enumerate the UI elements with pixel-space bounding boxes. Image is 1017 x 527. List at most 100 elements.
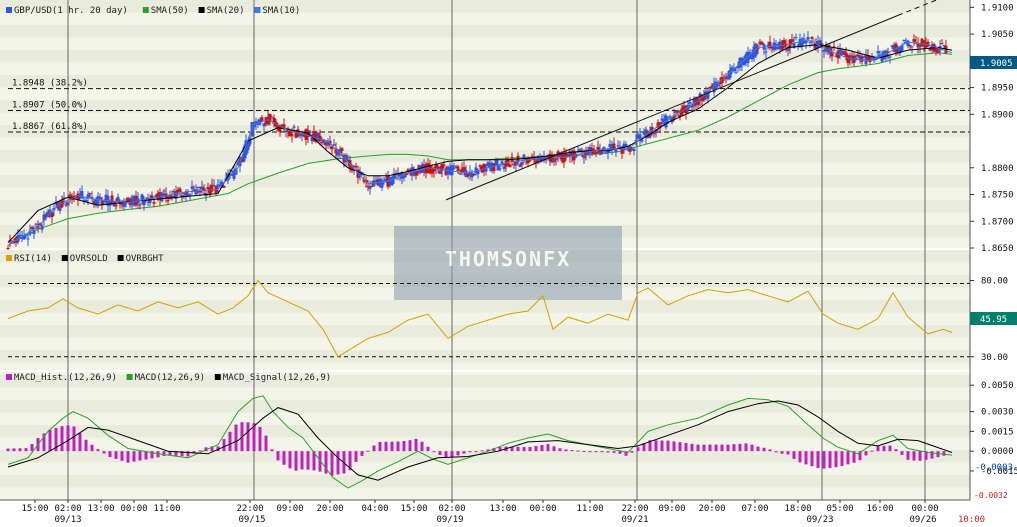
candle-up: [732, 68, 736, 72]
macd-hist-bar: [210, 446, 214, 452]
candle-up: [666, 122, 670, 124]
macd-hist-bar: [774, 451, 778, 453]
candle-up: [522, 154, 526, 159]
candle-down: [570, 152, 574, 157]
rsi-legend-swatch: [6, 255, 12, 261]
candle-down: [260, 117, 264, 121]
macd-hist-bar: [12, 448, 16, 452]
background-band: [0, 187, 970, 200]
background-band: [0, 50, 970, 63]
candle-down: [440, 164, 444, 171]
rsi-legend-label: RSI(14): [14, 254, 52, 264]
candle-down: [202, 187, 206, 191]
x-time-label: 09:00: [658, 504, 685, 514]
macd-hist-bar: [42, 433, 46, 452]
macd-hist-bar: [702, 444, 706, 452]
x-date-label: 09/26: [909, 515, 936, 525]
candle-up: [798, 38, 802, 47]
candle-up: [458, 173, 462, 175]
macd-hist-bar: [336, 451, 340, 475]
candle-up: [734, 72, 738, 74]
candle-down: [268, 113, 272, 123]
candle-down: [844, 52, 848, 58]
macd-hist-bar: [372, 445, 376, 452]
candle-up: [862, 56, 866, 58]
price-legend-label: SMA(10): [262, 6, 300, 16]
macd-hist-bar: [858, 451, 862, 461]
candle-up: [162, 190, 166, 192]
candle-up: [308, 131, 312, 133]
macd-hist-bar: [468, 451, 472, 453]
candle-up: [874, 59, 878, 61]
macd-hist-bar: [450, 451, 454, 458]
candle-up: [896, 48, 900, 50]
candle-down: [466, 172, 470, 177]
macd-hist-bar: [768, 449, 772, 452]
macd-hist-bar: [600, 451, 604, 453]
macd-hist-bar: [444, 451, 448, 458]
macd-hist-bar: [576, 450, 580, 452]
candle-up: [168, 194, 172, 200]
candle-up: [486, 162, 490, 167]
candle-up: [54, 202, 58, 205]
price-legend-label: SMA(20): [207, 6, 245, 16]
candle-up: [108, 201, 112, 206]
candle-down: [436, 166, 440, 169]
candle-up: [380, 181, 384, 188]
candle-up: [196, 186, 200, 188]
background-band: [0, 137, 970, 150]
candle-down: [208, 188, 212, 196]
candle-down: [790, 39, 794, 42]
candle-down: [444, 168, 448, 175]
x-time-label: 20:00: [316, 504, 343, 514]
background-band: [0, 387, 970, 400]
macd-hist-bar: [306, 451, 310, 470]
background-band: [0, 25, 970, 38]
macd-hist-bar: [114, 451, 118, 459]
background-band: [0, 300, 970, 313]
rsi-legend-swatch: [61, 255, 68, 261]
candle-up: [578, 149, 582, 152]
candle-up: [236, 162, 240, 166]
candle-up: [484, 167, 488, 172]
candle-up: [872, 58, 876, 61]
candle-up: [248, 137, 252, 145]
candle-up: [388, 177, 392, 182]
macd-hist-bar: [282, 451, 286, 465]
macd-hist-bar: [456, 451, 460, 456]
rsi-legend-label: OVRSOLD: [70, 254, 108, 264]
macd-hist-bar: [696, 444, 700, 452]
candle-down: [158, 192, 162, 200]
macd-hist-bar: [510, 446, 514, 452]
candle-up: [882, 51, 886, 60]
macd-legend-label: MACD(12,26,9): [135, 373, 205, 383]
macd-legend-swatch: [214, 374, 221, 380]
price-tag: 1.9005: [980, 59, 1013, 69]
candle-down: [564, 152, 568, 157]
candle-up: [588, 147, 592, 154]
price-legend-swatch: [6, 7, 12, 13]
candle-down: [702, 94, 706, 100]
macd-hist-bar: [780, 451, 784, 454]
candle-up: [292, 126, 296, 128]
candle-up: [84, 200, 88, 202]
candle-up: [746, 51, 750, 64]
candle-down: [150, 195, 154, 199]
macd-hist-bar: [648, 440, 652, 452]
candle-up: [300, 134, 304, 137]
macd-hist-bar: [78, 433, 82, 452]
candle-down: [820, 43, 824, 47]
candle-down: [304, 129, 308, 140]
candle-up: [242, 146, 246, 162]
candle-up: [604, 152, 608, 154]
candle-up: [502, 166, 506, 169]
macd-hist-bar: [738, 443, 742, 452]
macd-hist-bar: [492, 448, 496, 452]
fibonacci-levels: 1.8948 (38.2%) 1.8907 (50.0%) 1.8867 (61.8…: [8, 79, 970, 133]
x-time-label: 20:00: [698, 504, 725, 514]
candle-down: [504, 161, 508, 167]
candle-down: [288, 131, 292, 136]
candle-down: [138, 204, 142, 206]
x-time-label: 13:00: [489, 504, 516, 514]
macd-hist-bar: [228, 431, 232, 452]
